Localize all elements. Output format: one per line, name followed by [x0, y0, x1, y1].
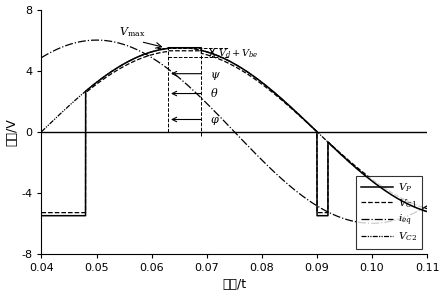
Line: $V_{C1}$: $V_{C1}$: [41, 51, 427, 213]
$V_{C2}$: [55, 115, 60, 118]
Text: $\varphi$: $\varphi$: [210, 115, 219, 127]
$V_{C1}$: [55, 211, 60, 214]
$V_{C1}$: [404, 199, 409, 203]
Text: $V_d+V_{be}$: $V_d+V_{be}$: [218, 48, 259, 60]
$V_{C1}$: [227, 62, 233, 66]
Text: $\theta$: $\theta$: [210, 86, 218, 99]
$V_{C1}$: [39, 211, 44, 214]
$i_{eq}$: [55, 47, 60, 51]
Line: $i_{eq}$: $i_{eq}$: [41, 40, 427, 223]
$V_P$: [425, 210, 430, 213]
$i_{eq}$: [227, 125, 233, 129]
X-axis label: 时间/t: 时间/t: [222, 279, 247, 291]
Y-axis label: 电压/V: 电压/V: [5, 118, 19, 146]
$V_P$: [62, 214, 67, 217]
$V_{C1}$: [114, 69, 120, 72]
$i_{eq}$: [114, 41, 120, 44]
$V_P$: [166, 46, 171, 50]
$i_{eq}$: [62, 44, 67, 48]
$i_{eq}$: [40, 55, 46, 58]
$V_{C2}$: [404, 202, 409, 205]
$V_P$: [39, 214, 44, 217]
Line: $V_P$: $V_P$: [41, 48, 427, 216]
Legend: $V_P$, $V_{C1}$, $i_{eq}$, $V_{C2}$: $V_P$, $V_{C1}$, $i_{eq}$, $V_{C2}$: [356, 176, 422, 249]
$V_{C1}$: [62, 211, 67, 214]
$V_{C2}$: [62, 108, 67, 112]
$V_{C1}$: [425, 207, 430, 211]
$i_{eq}$: [94, 38, 99, 42]
$V_P$: [114, 66, 120, 70]
Text: $V_{\rm max}$: $V_{\rm max}$: [119, 26, 145, 39]
$V_{C2}$: [114, 66, 120, 70]
$i_{eq}$: [404, 214, 409, 218]
$V_P$: [40, 214, 46, 217]
$V_{C2}$: [425, 210, 430, 213]
$V_{C1}$: [166, 49, 171, 53]
$V_P$: [227, 60, 233, 63]
$i_{eq}$: [39, 56, 44, 59]
$V_{C1}$: [40, 211, 46, 214]
$V_{C2}$: [40, 128, 46, 132]
Line: $V_{C2}$: $V_{C2}$: [41, 48, 427, 211]
Text: $\psi$: $\psi$: [210, 69, 220, 81]
$V_{C2}$: [39, 130, 44, 133]
$V_{C2}$: [227, 60, 233, 63]
$V_P$: [404, 202, 409, 205]
$i_{eq}$: [425, 204, 430, 208]
$V_{C2}$: [177, 46, 182, 50]
$i_{eq}$: [369, 222, 375, 225]
$V_P$: [55, 214, 60, 217]
